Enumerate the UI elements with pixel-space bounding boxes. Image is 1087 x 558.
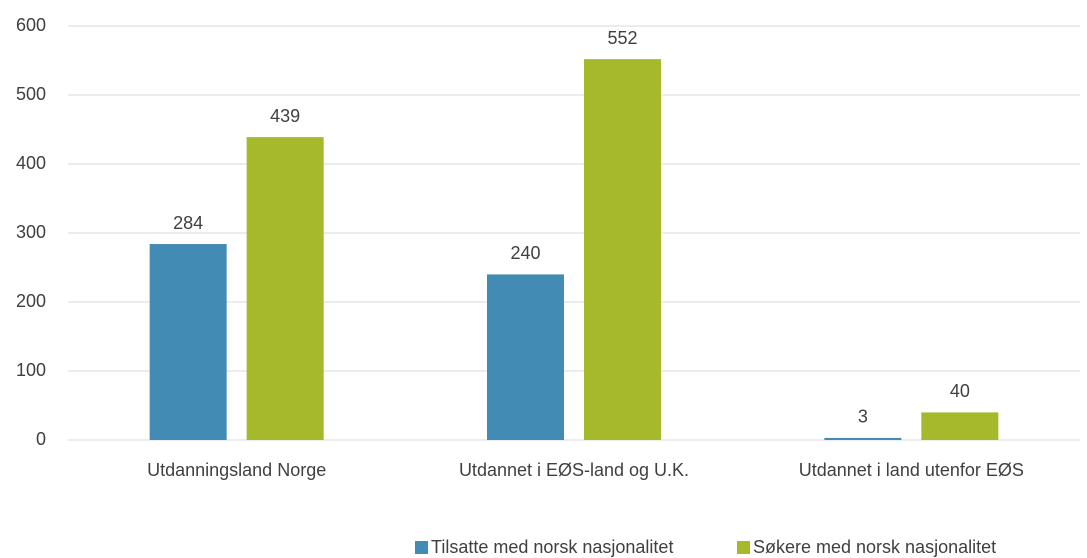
data-label: 40 <box>950 381 970 401</box>
legend-swatch <box>415 541 428 554</box>
legend-label: Tilsatte med norsk nasjonalitet <box>431 537 673 557</box>
x-tick-label: Utdanningsland Norge <box>147 460 326 480</box>
data-label: 439 <box>270 106 300 126</box>
bar <box>824 437 902 440</box>
legend-swatch <box>737 541 750 554</box>
data-label: 3 <box>858 407 868 427</box>
y-tick-label: 400 <box>16 153 46 173</box>
legend-label: Søkere med norsk nasjonalitet <box>753 537 996 557</box>
y-tick-label: 600 <box>16 15 46 35</box>
bar <box>246 137 324 440</box>
data-label: 284 <box>173 213 203 233</box>
data-label: 240 <box>510 243 540 263</box>
y-tick-label: 0 <box>36 429 46 449</box>
bar <box>921 412 999 440</box>
x-tick-label: Utdannet i EØS-land og U.K. <box>459 460 689 480</box>
y-tick-label: 100 <box>16 360 46 380</box>
y-tick-label: 500 <box>16 84 46 104</box>
bar <box>149 244 227 440</box>
bar <box>487 274 564 440</box>
y-tick-label: 200 <box>16 291 46 311</box>
x-tick-label: Utdannet i land utenfor EØS <box>799 460 1024 480</box>
bar <box>584 59 661 441</box>
data-label: 552 <box>607 28 637 48</box>
y-tick-label: 300 <box>16 222 46 242</box>
